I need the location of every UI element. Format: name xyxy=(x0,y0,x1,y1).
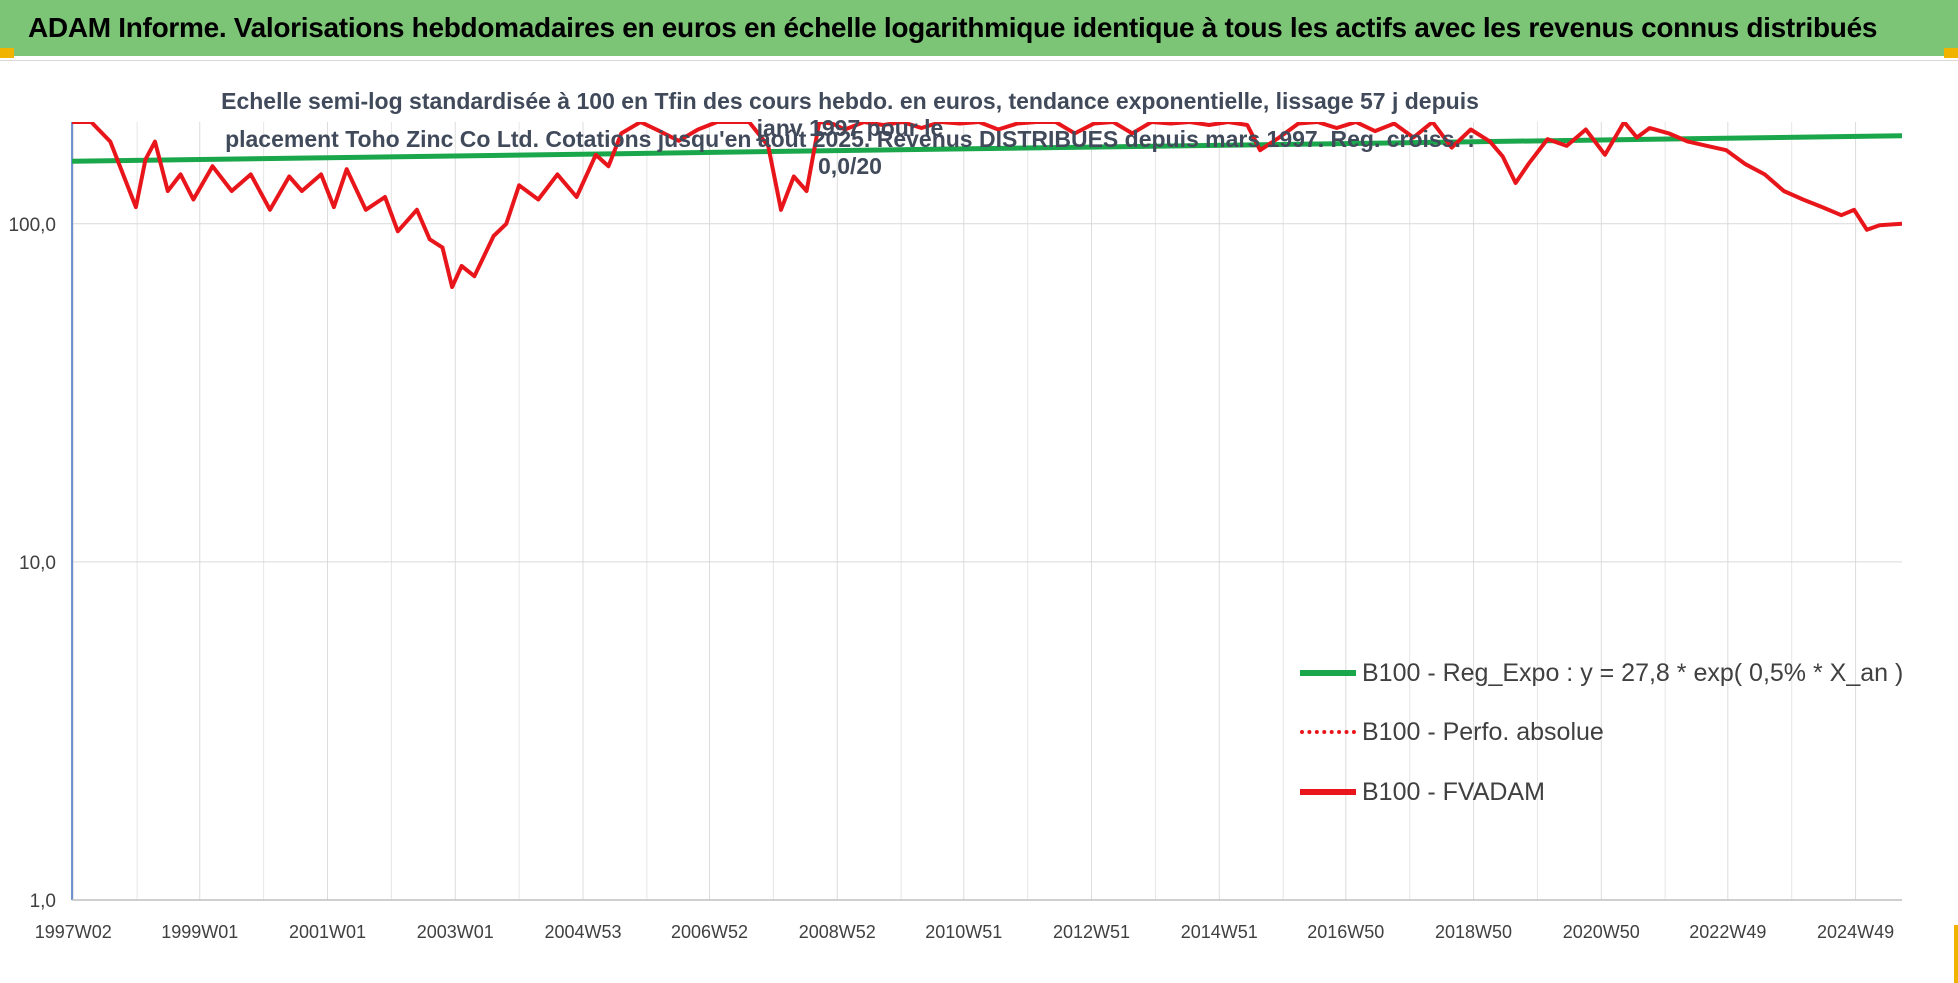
y-tick-label: 1,0 xyxy=(30,891,56,912)
legend-label-fvadam: B100 - FVADAM xyxy=(1362,777,1545,806)
corner-accent-bottom-right xyxy=(1954,925,1958,983)
series-line-reg-expo xyxy=(72,133,1902,164)
title-bar: ADAM Informe. Valorisations hebdomadaire… xyxy=(0,0,1958,56)
series-line-fvadam xyxy=(72,122,1902,289)
x-tick-label: 2022W49 xyxy=(1689,922,1766,942)
legend-item-reg-expo: B100 - Reg_Expo : y = 27,8 * exp( 0,5% *… xyxy=(1300,658,1903,688)
y-tick-label: 10,0 xyxy=(19,553,56,574)
x-tick-label: 2020W50 xyxy=(1563,922,1640,942)
x-tick-label: 2012W51 xyxy=(1053,922,1130,942)
legend-item-perfo-absolue: B100 - Perfo. absolue xyxy=(1300,717,1604,747)
chart-frame xyxy=(0,60,1958,983)
legend-item-fvadam: B100 - FVADAM xyxy=(1300,777,1545,807)
legend-label-reg-expo: B100 - Reg_Expo : y = 27,8 * exp( 0,5% *… xyxy=(1362,658,1904,687)
x-tick-label: 2010W51 xyxy=(925,922,1002,942)
x-tick-label: 2014W51 xyxy=(1181,922,1258,942)
x-tick-label: 2003W01 xyxy=(417,922,494,942)
legend-swatch-dotted-red xyxy=(1300,730,1356,734)
x-tick-label: 2008W52 xyxy=(799,922,876,942)
x-tick-label: 1997W02 xyxy=(35,922,112,942)
x-tick-label: 2024W49 xyxy=(1817,922,1894,942)
x-tick-label: 2004W53 xyxy=(544,922,621,942)
y-tick-label: 100,0 xyxy=(8,215,56,236)
chart-subtitle-line-1: Echelle semi-log standardisée à 100 en T… xyxy=(221,88,1479,141)
x-tick-label: 1999W01 xyxy=(161,922,238,942)
page-title: ADAM Informe. Valorisations hebdomadaire… xyxy=(28,12,1878,43)
legend-label-perfo-absolue: B100 - Perfo. absolue xyxy=(1362,717,1604,746)
x-tick-label: 2006W52 xyxy=(671,922,748,942)
legend-swatch-green xyxy=(1300,670,1356,676)
corner-accent-top-right xyxy=(1944,48,1958,58)
x-tick-label: 2001W01 xyxy=(289,922,366,942)
legend-swatch-red xyxy=(1300,789,1356,795)
corner-accent-top-left xyxy=(0,48,14,58)
x-tick-label: 2018W50 xyxy=(1435,922,1512,942)
x-tick-label: 2016W50 xyxy=(1307,922,1384,942)
chart-subtitle-line-2: placement Toho Zinc Co Ltd. Cotations ju… xyxy=(225,126,1475,179)
